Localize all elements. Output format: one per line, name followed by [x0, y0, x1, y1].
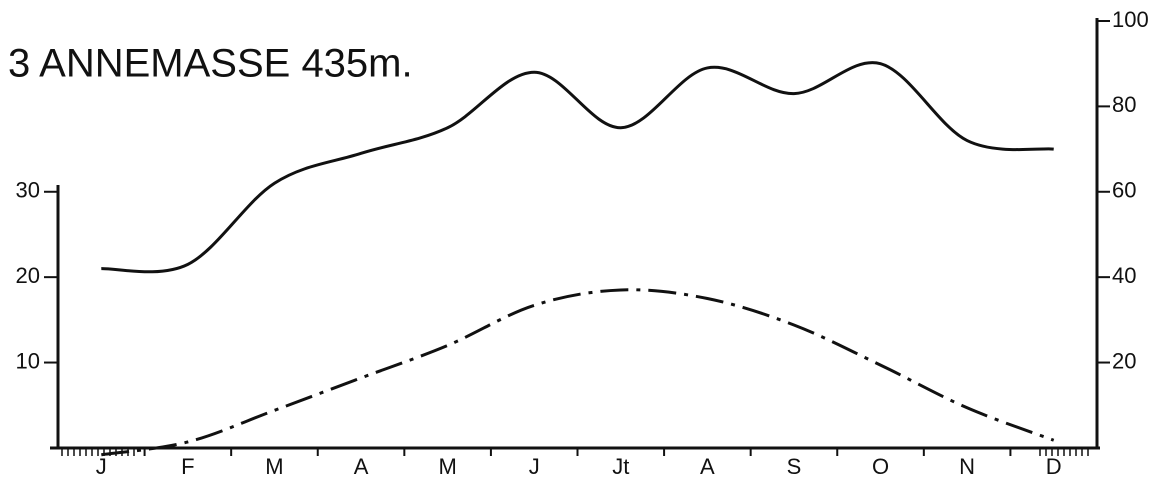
x-tick-label: F: [181, 454, 194, 479]
y2-tick-label: 60: [1112, 178, 1136, 203]
x-tick-label: N: [959, 454, 975, 479]
series-line: [101, 288, 1055, 457]
series-line: [101, 61, 1054, 274]
x-tick-label: J: [96, 454, 107, 479]
chart-title: 3 ANNEMASSE 435m.: [8, 42, 413, 86]
x-tick-label: M: [438, 454, 456, 479]
y-tick-label: 10: [16, 348, 40, 373]
y-tick-label: 20: [16, 263, 40, 288]
x-tick-label: J: [529, 454, 540, 479]
x-tick-label: S: [787, 454, 802, 479]
x-tick-label: M: [265, 454, 283, 479]
x-tick-label: Jt: [612, 454, 629, 479]
y2-tick-label: 20: [1112, 348, 1136, 373]
x-tick-label: A: [354, 454, 369, 479]
x-tick-label: O: [872, 454, 889, 479]
x-tick-label: D: [1046, 454, 1062, 479]
y-tick-label: 30: [16, 178, 40, 203]
y2-tick-label: 80: [1112, 92, 1136, 117]
y2-tick-label: 100: [1112, 7, 1149, 32]
y2-tick-label: 40: [1112, 263, 1136, 288]
x-tick-label: A: [700, 454, 715, 479]
